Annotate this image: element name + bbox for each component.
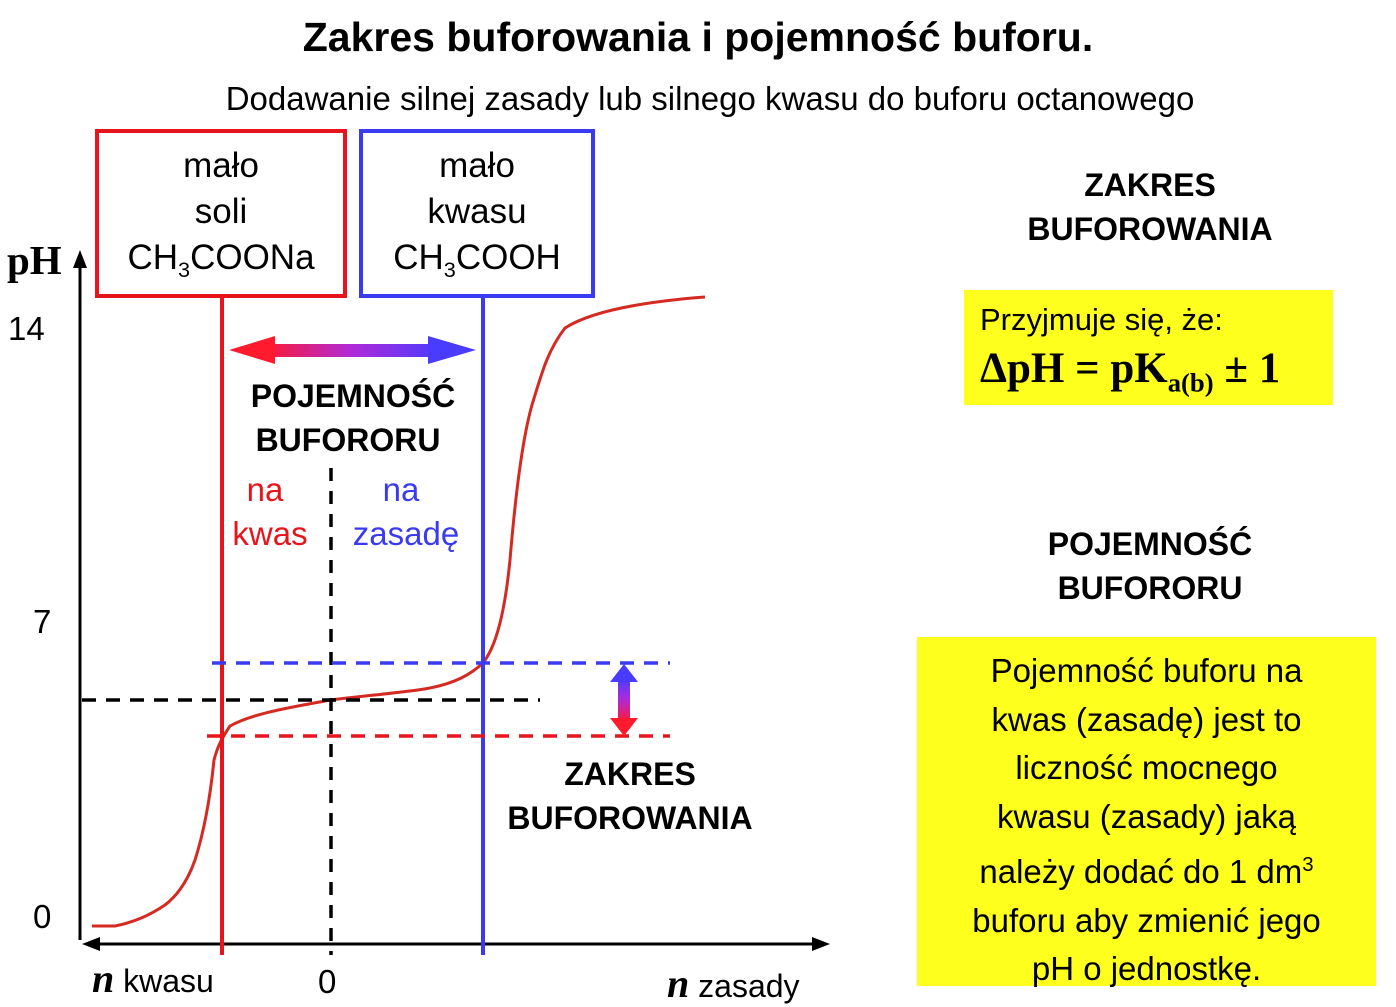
y-tick-7: 7 <box>33 603 52 640</box>
capacity-heading: POJEMNOŚĆ BUFORORU <box>1000 522 1300 610</box>
definition-line3: liczność mocnego <box>1015 749 1278 786</box>
range-heading-line1: ZAKRES <box>1084 167 1216 203</box>
for-base-line1: na <box>382 471 420 508</box>
capacity-label-line1: POJEMNOŚĆ <box>250 378 456 414</box>
capacity-label-line2: BUFORORU <box>255 422 441 458</box>
definition-line1: Pojemność buforu na <box>990 652 1303 689</box>
y-tick-14: 14 <box>8 310 45 347</box>
x-axis-right-label: n zasady <box>667 961 800 1006</box>
y-axis-arrowhead <box>73 250 87 268</box>
y-tick-0: 0 <box>33 898 52 935</box>
definition-line4: kwasu (zasady) jaką <box>997 797 1296 835</box>
page-subtitle: Dodawanie silnej zasady lub silnego kwas… <box>225 80 1195 117</box>
titration-curve <box>92 295 706 928</box>
definition-line2: kwas (zasadę) jest to <box>991 700 1302 738</box>
for-acid-line2: kwas <box>232 515 308 552</box>
acetic-acid-formula: CH3COOH <box>393 238 561 282</box>
range-label-line2: BUFOROWANIA <box>507 800 753 836</box>
capacity-double-arrow <box>229 336 476 364</box>
range-double-arrow <box>610 664 638 736</box>
capacity-heading-line1: POJEMNOŚĆ <box>1047 526 1253 562</box>
page-title: Zakres buforowania i pojemność buforu. <box>302 14 1094 60</box>
little-acid-line2: kwasu <box>427 192 527 231</box>
capacity-heading-line2: BUFORORU <box>1057 570 1243 606</box>
little-acid-line1: mało <box>439 146 515 185</box>
rule-box: Przyjmuje się, że: ΔpH = pKa(b) ± 1 <box>964 290 1333 405</box>
sodium-acetate-formula: CH3COONa <box>127 238 315 282</box>
x-axis-zero-label: 0 <box>318 963 337 1000</box>
x-axis-left-arrowhead <box>82 937 100 951</box>
for-base-label: na zasadę <box>343 468 469 556</box>
capacity-definition-box: Pojemność buforu na kwas (zasadę) jest t… <box>917 637 1376 987</box>
y-axis-label: pH <box>7 237 62 283</box>
rule-formula: ΔpH = pKa(b) ± 1 <box>980 345 1281 398</box>
definition-line7: pH o jednostkę. <box>1031 950 1262 987</box>
range-heading: ZAKRES BUFOROWANIA <box>1000 163 1300 251</box>
range-label: ZAKRES BUFOROWANIA <box>480 752 780 840</box>
little-acid-box: mało kwasu CH3COOH <box>359 129 595 298</box>
little-salt-line2: soli <box>194 192 248 231</box>
rule-intro: Przyjmuje się, że: <box>980 302 1223 337</box>
range-heading-line2: BUFOROWANIA <box>1027 211 1273 247</box>
x-axis-right-arrowhead <box>812 937 830 951</box>
little-salt-line1: mało <box>183 146 259 185</box>
definition-line5: należy dodać do 1 dm3 <box>979 853 1314 890</box>
x-axis-left-label: n kwasu <box>92 956 214 1001</box>
for-base-line2: zasadę <box>352 515 460 552</box>
capacity-label: POJEMNOŚĆ BUFORORU <box>222 374 484 462</box>
for-acid-line1: na <box>246 471 284 508</box>
definition-line6: buforu aby zmienić jego <box>972 901 1321 939</box>
for-acid-label: na kwas <box>220 468 320 556</box>
range-label-line1: ZAKRES <box>564 756 696 792</box>
little-salt-box: mało soli CH3COONa <box>95 129 347 298</box>
